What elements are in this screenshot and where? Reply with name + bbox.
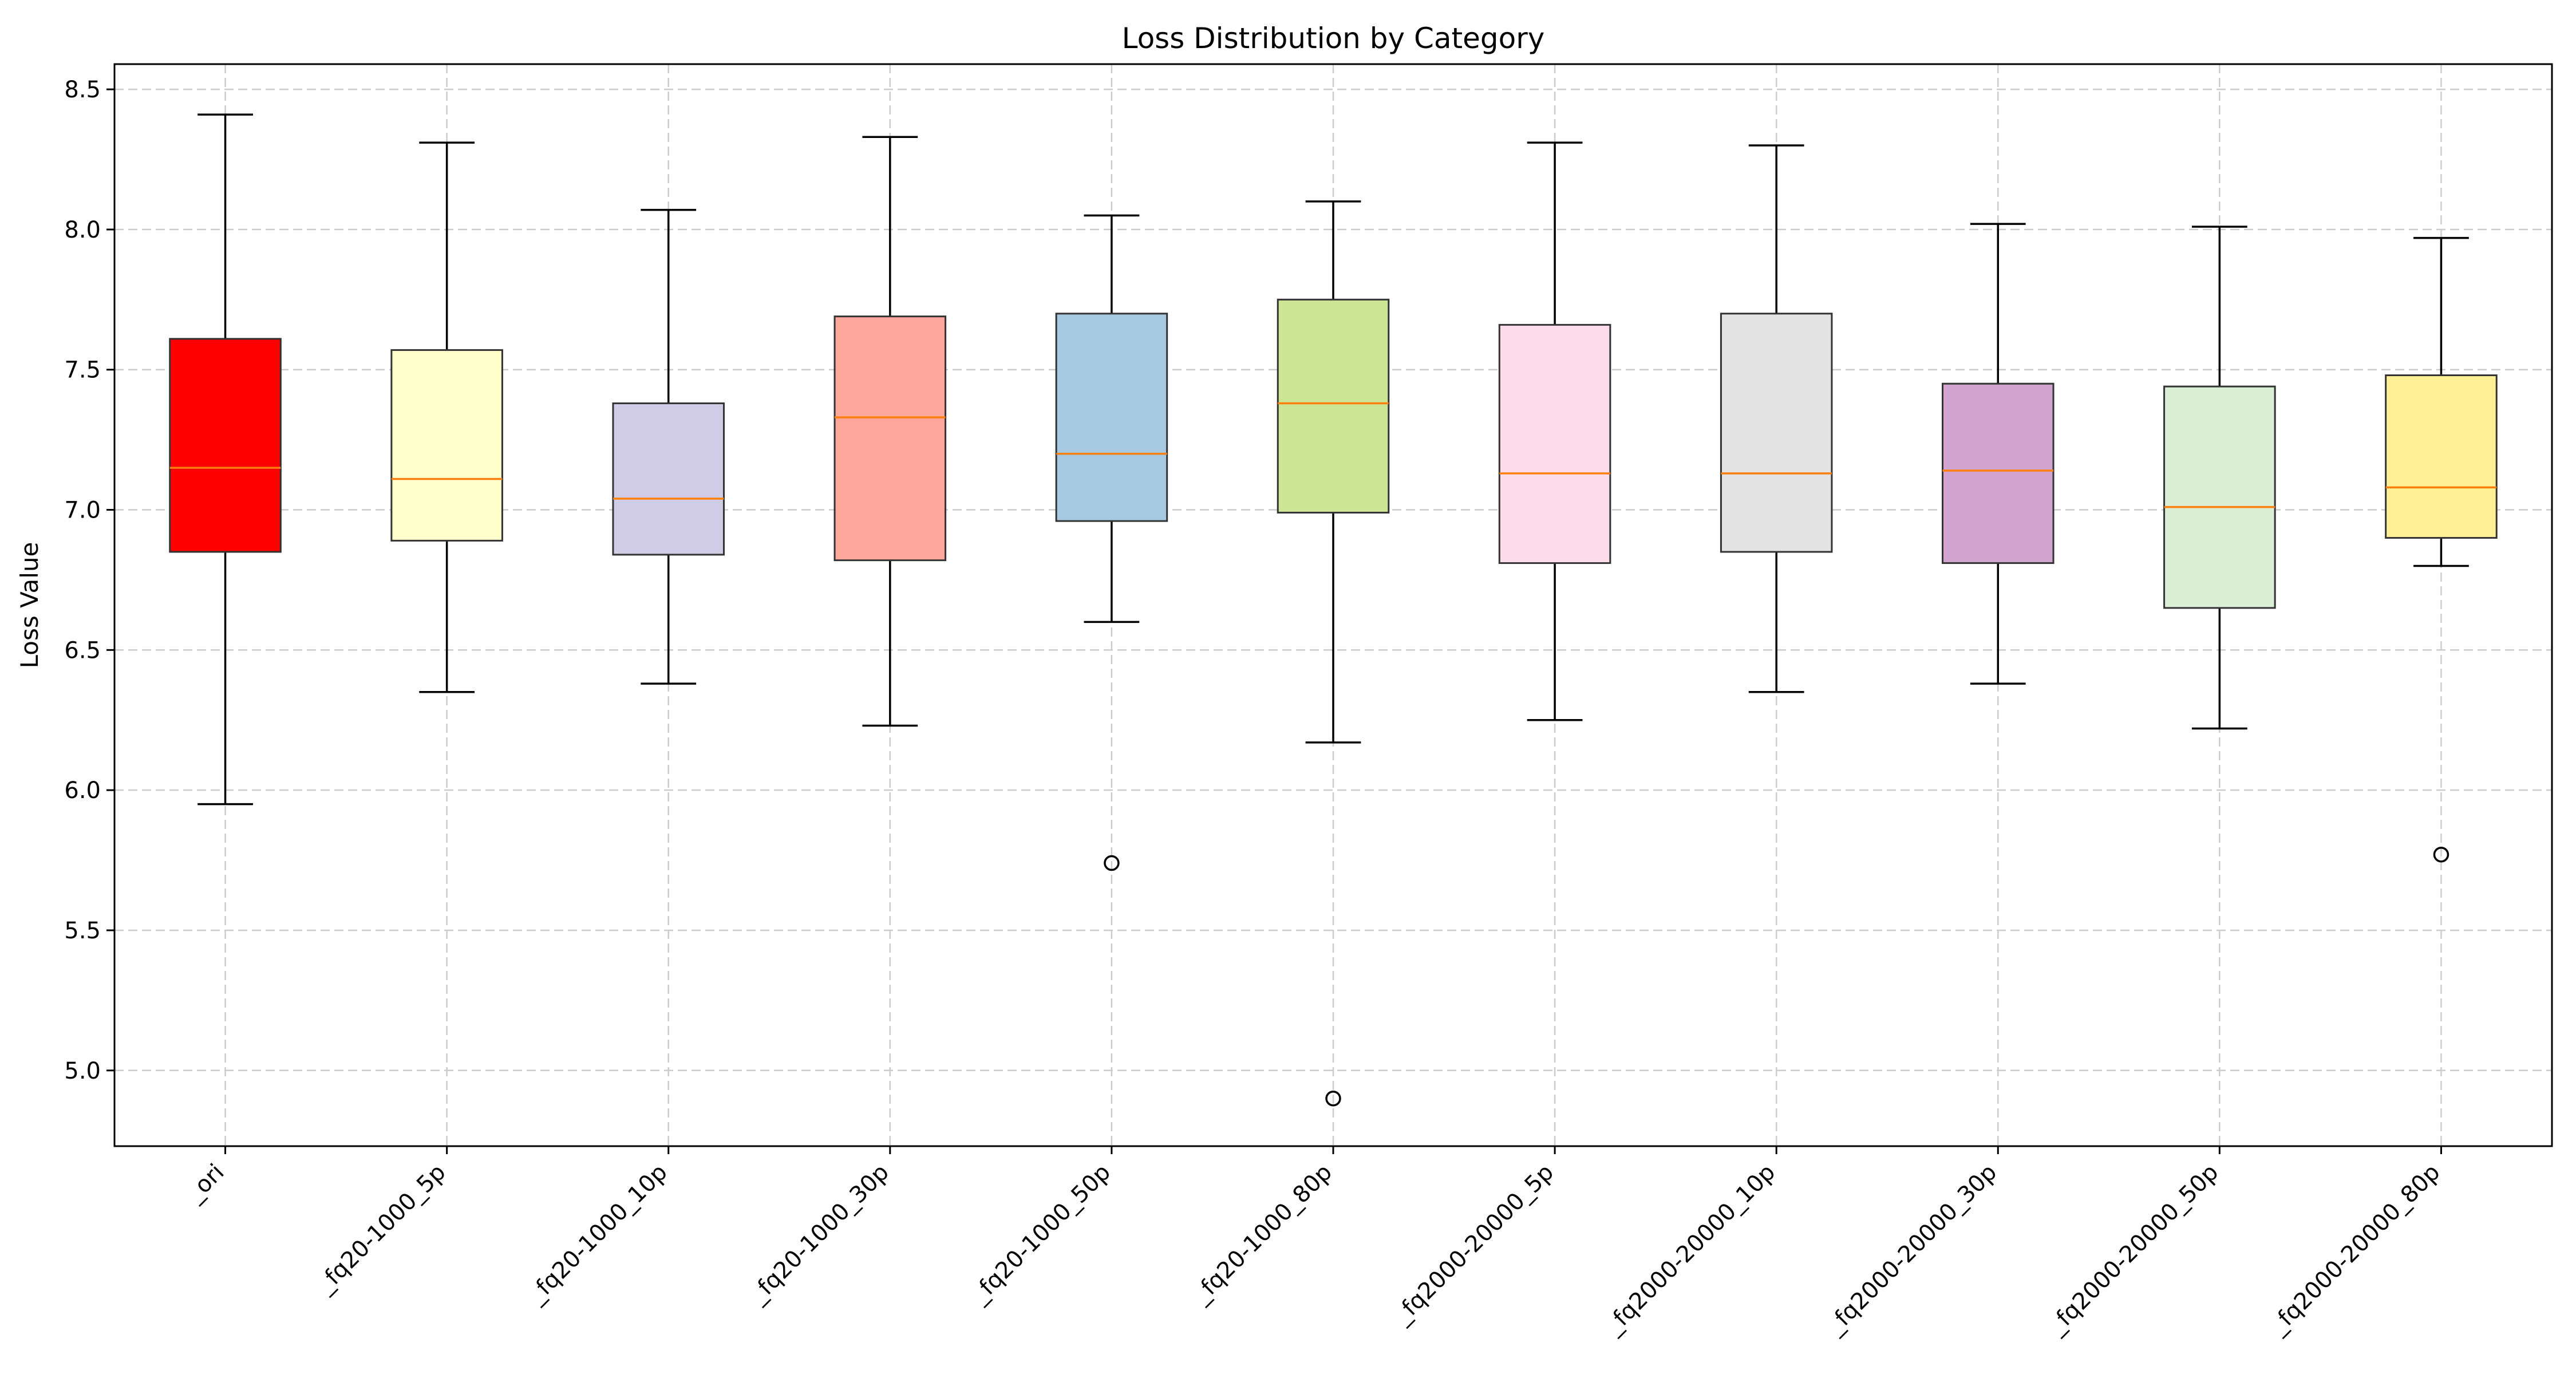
box-group	[169, 113, 282, 806]
box-iqr	[833, 315, 947, 562]
box-iqr	[612, 402, 725, 556]
box-iqr	[1277, 298, 1390, 514]
box-iqr	[1498, 323, 1611, 564]
box-group	[1055, 214, 1168, 871]
box-iqr	[2163, 385, 2276, 609]
box-group	[390, 141, 503, 693]
box-group	[1720, 144, 1833, 693]
y-tick-label: 6.5	[64, 637, 101, 664]
box-group	[612, 208, 725, 685]
outlier-point	[1325, 1091, 1341, 1107]
y-axis-label: Loss Value	[15, 542, 44, 669]
box-iqr	[1720, 313, 1833, 553]
box-iqr	[1942, 382, 2055, 564]
box-group	[1498, 141, 1611, 721]
box-group	[2385, 236, 2498, 863]
box-iqr	[390, 349, 503, 542]
plot-area	[169, 113, 2498, 1107]
y-tick-label: 6.0	[64, 777, 101, 804]
outlier-point	[2433, 847, 2449, 863]
chart-title: Loss Distribution by Category	[1122, 22, 1545, 55]
y-tick-label: 8.0	[64, 217, 101, 243]
box-iqr	[2385, 374, 2498, 539]
outlier-point	[1104, 855, 1120, 871]
box-group	[1277, 200, 1390, 1107]
y-axis: 5.0 5.5 6.0 6.5 7.0 7.5 8.0 8.5	[64, 77, 114, 1084]
y-tick-label: 7.0	[64, 498, 101, 524]
y-tick-label: 7.5	[64, 357, 101, 384]
y-tick-label: 8.5	[64, 77, 101, 103]
box-group	[833, 136, 947, 727]
box-group	[1942, 223, 2055, 685]
y-tick-label: 5.0	[64, 1058, 101, 1084]
y-tick-label: 5.5	[64, 918, 101, 944]
box-iqr	[1055, 313, 1168, 522]
box-iqr	[169, 338, 282, 553]
box-group	[2163, 226, 2276, 730]
